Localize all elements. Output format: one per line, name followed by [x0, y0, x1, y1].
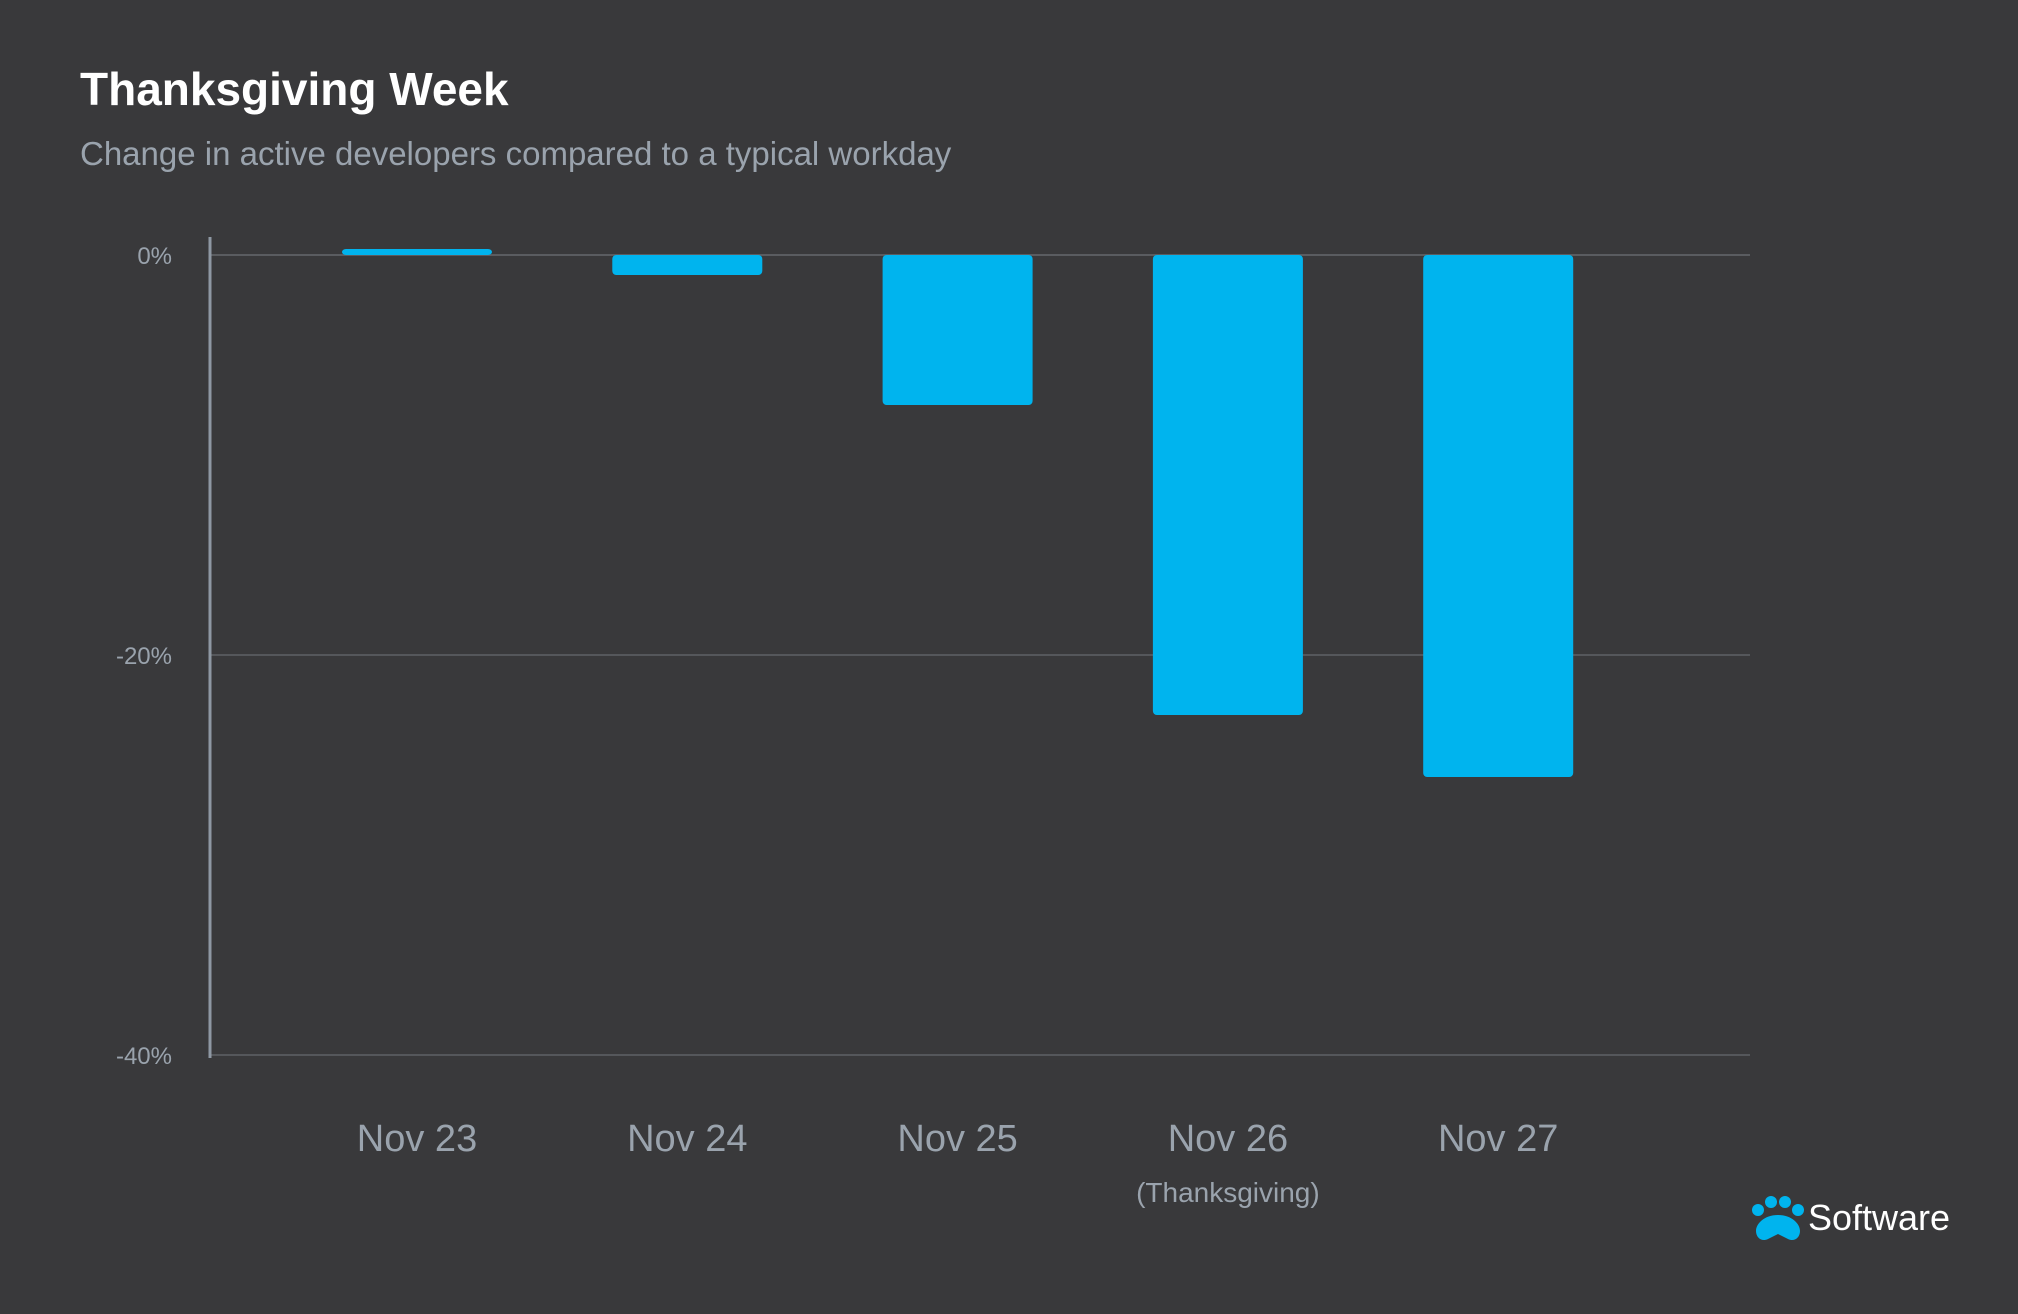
x-tick-label: Nov 25	[897, 1118, 1017, 1160]
software-logo: Software	[1752, 1196, 1950, 1241]
chart-subtitle: Change in active developers compared to …	[80, 135, 952, 172]
logo-text: Software	[1808, 1197, 1950, 1238]
y-axis-ticks: 0% -20% -40%	[116, 243, 172, 1070]
x-tick-label: Nov 23	[357, 1118, 477, 1160]
bar-nov-23	[342, 249, 492, 255]
x-tick-note: (Thanksgiving)	[1136, 1177, 1320, 1208]
x-axis-labels: Nov 23 Nov 24 Nov 25 Nov 26 (Thanksgiving) No…	[357, 1118, 1559, 1208]
chart-title: Thanksgiving Week	[80, 63, 509, 115]
x-tick-label: Nov 24	[627, 1118, 747, 1160]
y-tick-label: 0%	[137, 243, 172, 270]
x-tick-label: Nov 27	[1438, 1118, 1558, 1160]
bar-nov-24	[612, 255, 763, 275]
x-tick-label: Nov 26	[1168, 1118, 1288, 1160]
y-tick-label: -40%	[116, 1043, 172, 1070]
y-tick-label: -20%	[116, 643, 172, 670]
bars	[342, 249, 1574, 777]
bar-nov-26	[1152, 255, 1303, 715]
bar-nov-25	[882, 255, 1033, 405]
bar-nov-27	[1423, 255, 1574, 777]
paw-icon	[1752, 1196, 1804, 1241]
